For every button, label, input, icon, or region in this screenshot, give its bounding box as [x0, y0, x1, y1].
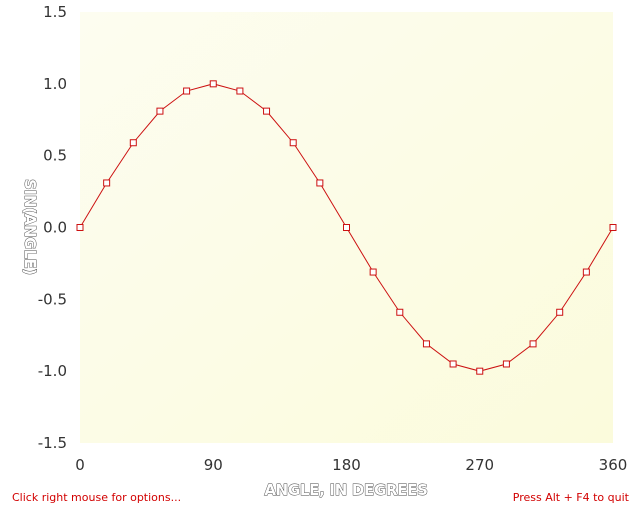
series-markers: [76, 80, 617, 375]
data-point-marker: [236, 87, 244, 95]
options-hint: Click right mouse for options...: [12, 491, 182, 504]
y-tick-label: 1.5: [43, 3, 67, 21]
y-tick-labels: 1.5 1.0 0.5 0.0 -0.5 -1.0 -1.5: [38, 3, 67, 452]
y-axis-title: SIN(ANGLE): [21, 179, 39, 275]
data-point-marker: [316, 179, 324, 187]
data-point-marker: [263, 107, 271, 115]
data-point-marker: [556, 308, 564, 316]
data-point-marker: [289, 139, 297, 147]
quit-hint: Press Alt + F4 to quit: [512, 491, 629, 504]
y-tick-label: -1.0: [38, 362, 67, 380]
data-point-marker: [422, 340, 430, 348]
data-point-marker: [502, 360, 510, 368]
data-point-marker: [156, 107, 164, 115]
x-tick-label: 0: [75, 456, 85, 474]
data-point-marker: [369, 268, 377, 276]
y-tick-label: -1.5: [38, 434, 67, 452]
data-point-marker: [76, 224, 84, 231]
data-point-marker: [476, 367, 484, 375]
data-point-marker: [449, 360, 457, 368]
data-point-marker: [609, 224, 617, 231]
data-point-marker: [343, 224, 350, 231]
x-axis-title: ANGLE, IN DEGREES: [264, 481, 427, 499]
data-point-marker: [183, 87, 191, 95]
data-point-marker: [582, 268, 590, 276]
y-tick-label: -0.5: [38, 290, 67, 308]
x-tick-label: 270: [465, 456, 494, 474]
data-point-marker: [103, 179, 111, 187]
x-tick-label: 360: [599, 456, 628, 474]
y-tick-label: 0.0: [43, 219, 67, 237]
data-point-marker: [529, 340, 537, 348]
data-point-marker: [209, 80, 217, 88]
data-point-marker: [396, 308, 404, 316]
data-point-marker: [129, 139, 137, 147]
y-tick-label: 1.0: [43, 75, 67, 93]
x-tick-labels: 0 90 180 270 360: [75, 456, 627, 474]
y-tick-label: 0.5: [43, 147, 67, 165]
x-tick-label: 90: [204, 456, 223, 474]
x-tick-label: 180: [332, 456, 361, 474]
